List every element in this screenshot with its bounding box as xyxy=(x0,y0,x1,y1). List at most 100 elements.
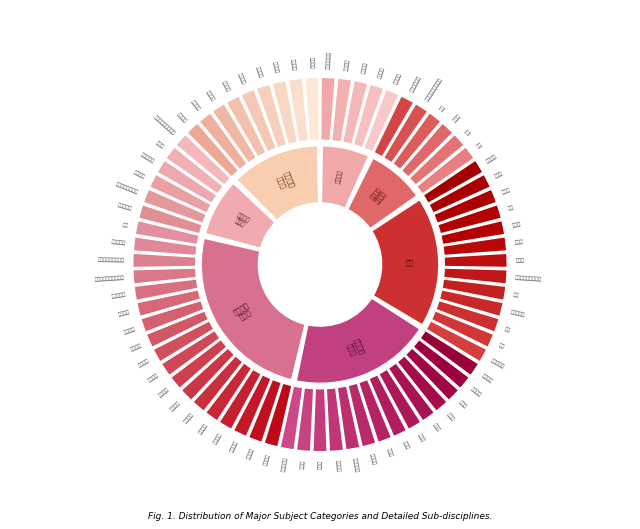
Text: 高中数学: 高中数学 xyxy=(394,72,403,85)
Text: 高中药学: 高中药学 xyxy=(481,372,493,384)
Text: 血液学: 血液学 xyxy=(317,460,323,469)
Wedge shape xyxy=(332,78,352,142)
Text: 初中生物: 初中生物 xyxy=(290,58,296,71)
Wedge shape xyxy=(181,348,234,400)
Wedge shape xyxy=(348,383,376,447)
Wedge shape xyxy=(280,386,303,450)
Text: 传染学: 传染学 xyxy=(417,432,426,442)
Text: 计算机感知与接口: 计算机感知与接口 xyxy=(115,181,139,195)
Text: 高中生物: 高中生物 xyxy=(190,99,202,112)
Text: 初中历史: 初中历史 xyxy=(147,372,159,384)
Text: 高宁地理: 高宁地理 xyxy=(170,399,182,412)
Text: 社会科学
与人文: 社会科学 与人文 xyxy=(232,302,254,322)
Text: 儿科学: 儿科学 xyxy=(401,440,410,451)
Text: 技能测验心理咨询考试: 技能测验心理咨询考试 xyxy=(95,275,125,282)
Text: 检索: 检索 xyxy=(476,142,483,149)
Wedge shape xyxy=(413,340,469,388)
Text: 高中地理: 高中地理 xyxy=(212,432,223,445)
Wedge shape xyxy=(337,386,360,450)
Wedge shape xyxy=(388,363,435,421)
Text: 法律: 法律 xyxy=(406,259,415,266)
Wedge shape xyxy=(374,96,414,157)
Text: 初中数学: 初中数学 xyxy=(360,61,368,74)
Text: 犯罪学: 犯罪学 xyxy=(516,258,525,263)
Wedge shape xyxy=(157,160,217,203)
Wedge shape xyxy=(199,113,247,170)
Wedge shape xyxy=(161,331,220,376)
Wedge shape xyxy=(288,78,308,142)
Text: 妇科学: 妇科学 xyxy=(385,447,394,458)
Text: 宏观经济学: 宏观经济学 xyxy=(111,292,127,299)
Wedge shape xyxy=(176,134,230,185)
Wedge shape xyxy=(132,253,196,268)
Text: 大学化学: 大学化学 xyxy=(254,66,263,79)
Text: 病理医学: 病理医学 xyxy=(369,453,377,466)
Wedge shape xyxy=(305,77,319,141)
Wedge shape xyxy=(379,369,421,430)
Text: 商业: 商业 xyxy=(513,292,520,298)
Wedge shape xyxy=(439,290,503,316)
Wedge shape xyxy=(326,388,344,451)
Text: 民事诉讼法: 民事诉讼法 xyxy=(509,309,525,318)
Text: 高中化学: 高中化学 xyxy=(246,447,255,460)
Text: 精神神经学: 精神神经学 xyxy=(352,457,360,472)
Wedge shape xyxy=(248,379,282,442)
Wedge shape xyxy=(141,300,204,332)
Text: 护理学: 护理学 xyxy=(458,399,468,409)
Wedge shape xyxy=(401,123,453,177)
Wedge shape xyxy=(321,145,369,208)
Wedge shape xyxy=(347,158,417,229)
Wedge shape xyxy=(426,321,487,362)
Wedge shape xyxy=(313,389,327,452)
Wedge shape xyxy=(134,279,198,300)
Wedge shape xyxy=(256,84,287,148)
Wedge shape xyxy=(321,77,335,141)
Text: 会计: 会计 xyxy=(464,128,472,136)
Text: 麻醉学: 麻醉学 xyxy=(445,412,455,422)
Wedge shape xyxy=(442,279,506,300)
Text: 国家免疫学: 国家免疫学 xyxy=(280,457,288,472)
Wedge shape xyxy=(393,113,441,170)
Text: 自然科学
与生命: 自然科学 与生命 xyxy=(275,171,295,192)
Wedge shape xyxy=(441,221,505,244)
Wedge shape xyxy=(137,290,201,316)
Wedge shape xyxy=(166,147,223,194)
Text: 劳动法: 劳动法 xyxy=(494,170,504,179)
Text: 高中地理: 高中地理 xyxy=(129,342,142,352)
Wedge shape xyxy=(397,355,447,411)
Wedge shape xyxy=(201,238,305,380)
Text: 微观经济学: 微观经济学 xyxy=(110,239,125,245)
Text: 初中政治: 初中政治 xyxy=(197,423,209,435)
Text: 操作系统原理: 操作系统原理 xyxy=(326,51,332,69)
Wedge shape xyxy=(150,174,211,213)
Text: 商法: 商法 xyxy=(504,326,511,333)
Wedge shape xyxy=(153,321,214,362)
Text: 高中政治: 高中政治 xyxy=(118,309,131,317)
Text: 大学数学: 大学数学 xyxy=(377,66,386,79)
Text: 知识产权: 知识产权 xyxy=(485,153,498,164)
Wedge shape xyxy=(272,80,298,144)
Text: 数学计算: 数学计算 xyxy=(335,169,344,184)
Wedge shape xyxy=(358,379,392,442)
Text: 大学物理: 大学物理 xyxy=(221,80,230,93)
Wedge shape xyxy=(417,147,474,194)
Wedge shape xyxy=(187,123,239,177)
Wedge shape xyxy=(444,253,508,268)
Wedge shape xyxy=(423,160,483,203)
Text: 初中地理: 初中地理 xyxy=(183,412,195,424)
Text: 临床医学
与药学: 临床医学 与药学 xyxy=(345,337,365,358)
Text: 公司战略与风险管理: 公司战略与风险管理 xyxy=(424,76,444,102)
Wedge shape xyxy=(193,355,243,411)
Text: 综合与跨
学科教育: 综合与跨 学科教育 xyxy=(369,187,388,205)
Text: 刑事诉讼法: 刑事诉讼法 xyxy=(490,358,505,369)
Wedge shape xyxy=(205,363,252,421)
Text: 病毒学: 病毒学 xyxy=(431,423,441,433)
Text: 高中历史: 高中历史 xyxy=(123,326,136,334)
Text: 行政法与行政诉讼法: 行政法与行政诉讼法 xyxy=(515,275,543,282)
Wedge shape xyxy=(296,388,314,451)
Text: 艺术: 艺术 xyxy=(122,222,129,228)
Wedge shape xyxy=(234,375,271,436)
Wedge shape xyxy=(139,205,202,234)
Wedge shape xyxy=(434,189,497,223)
Wedge shape xyxy=(353,84,384,148)
